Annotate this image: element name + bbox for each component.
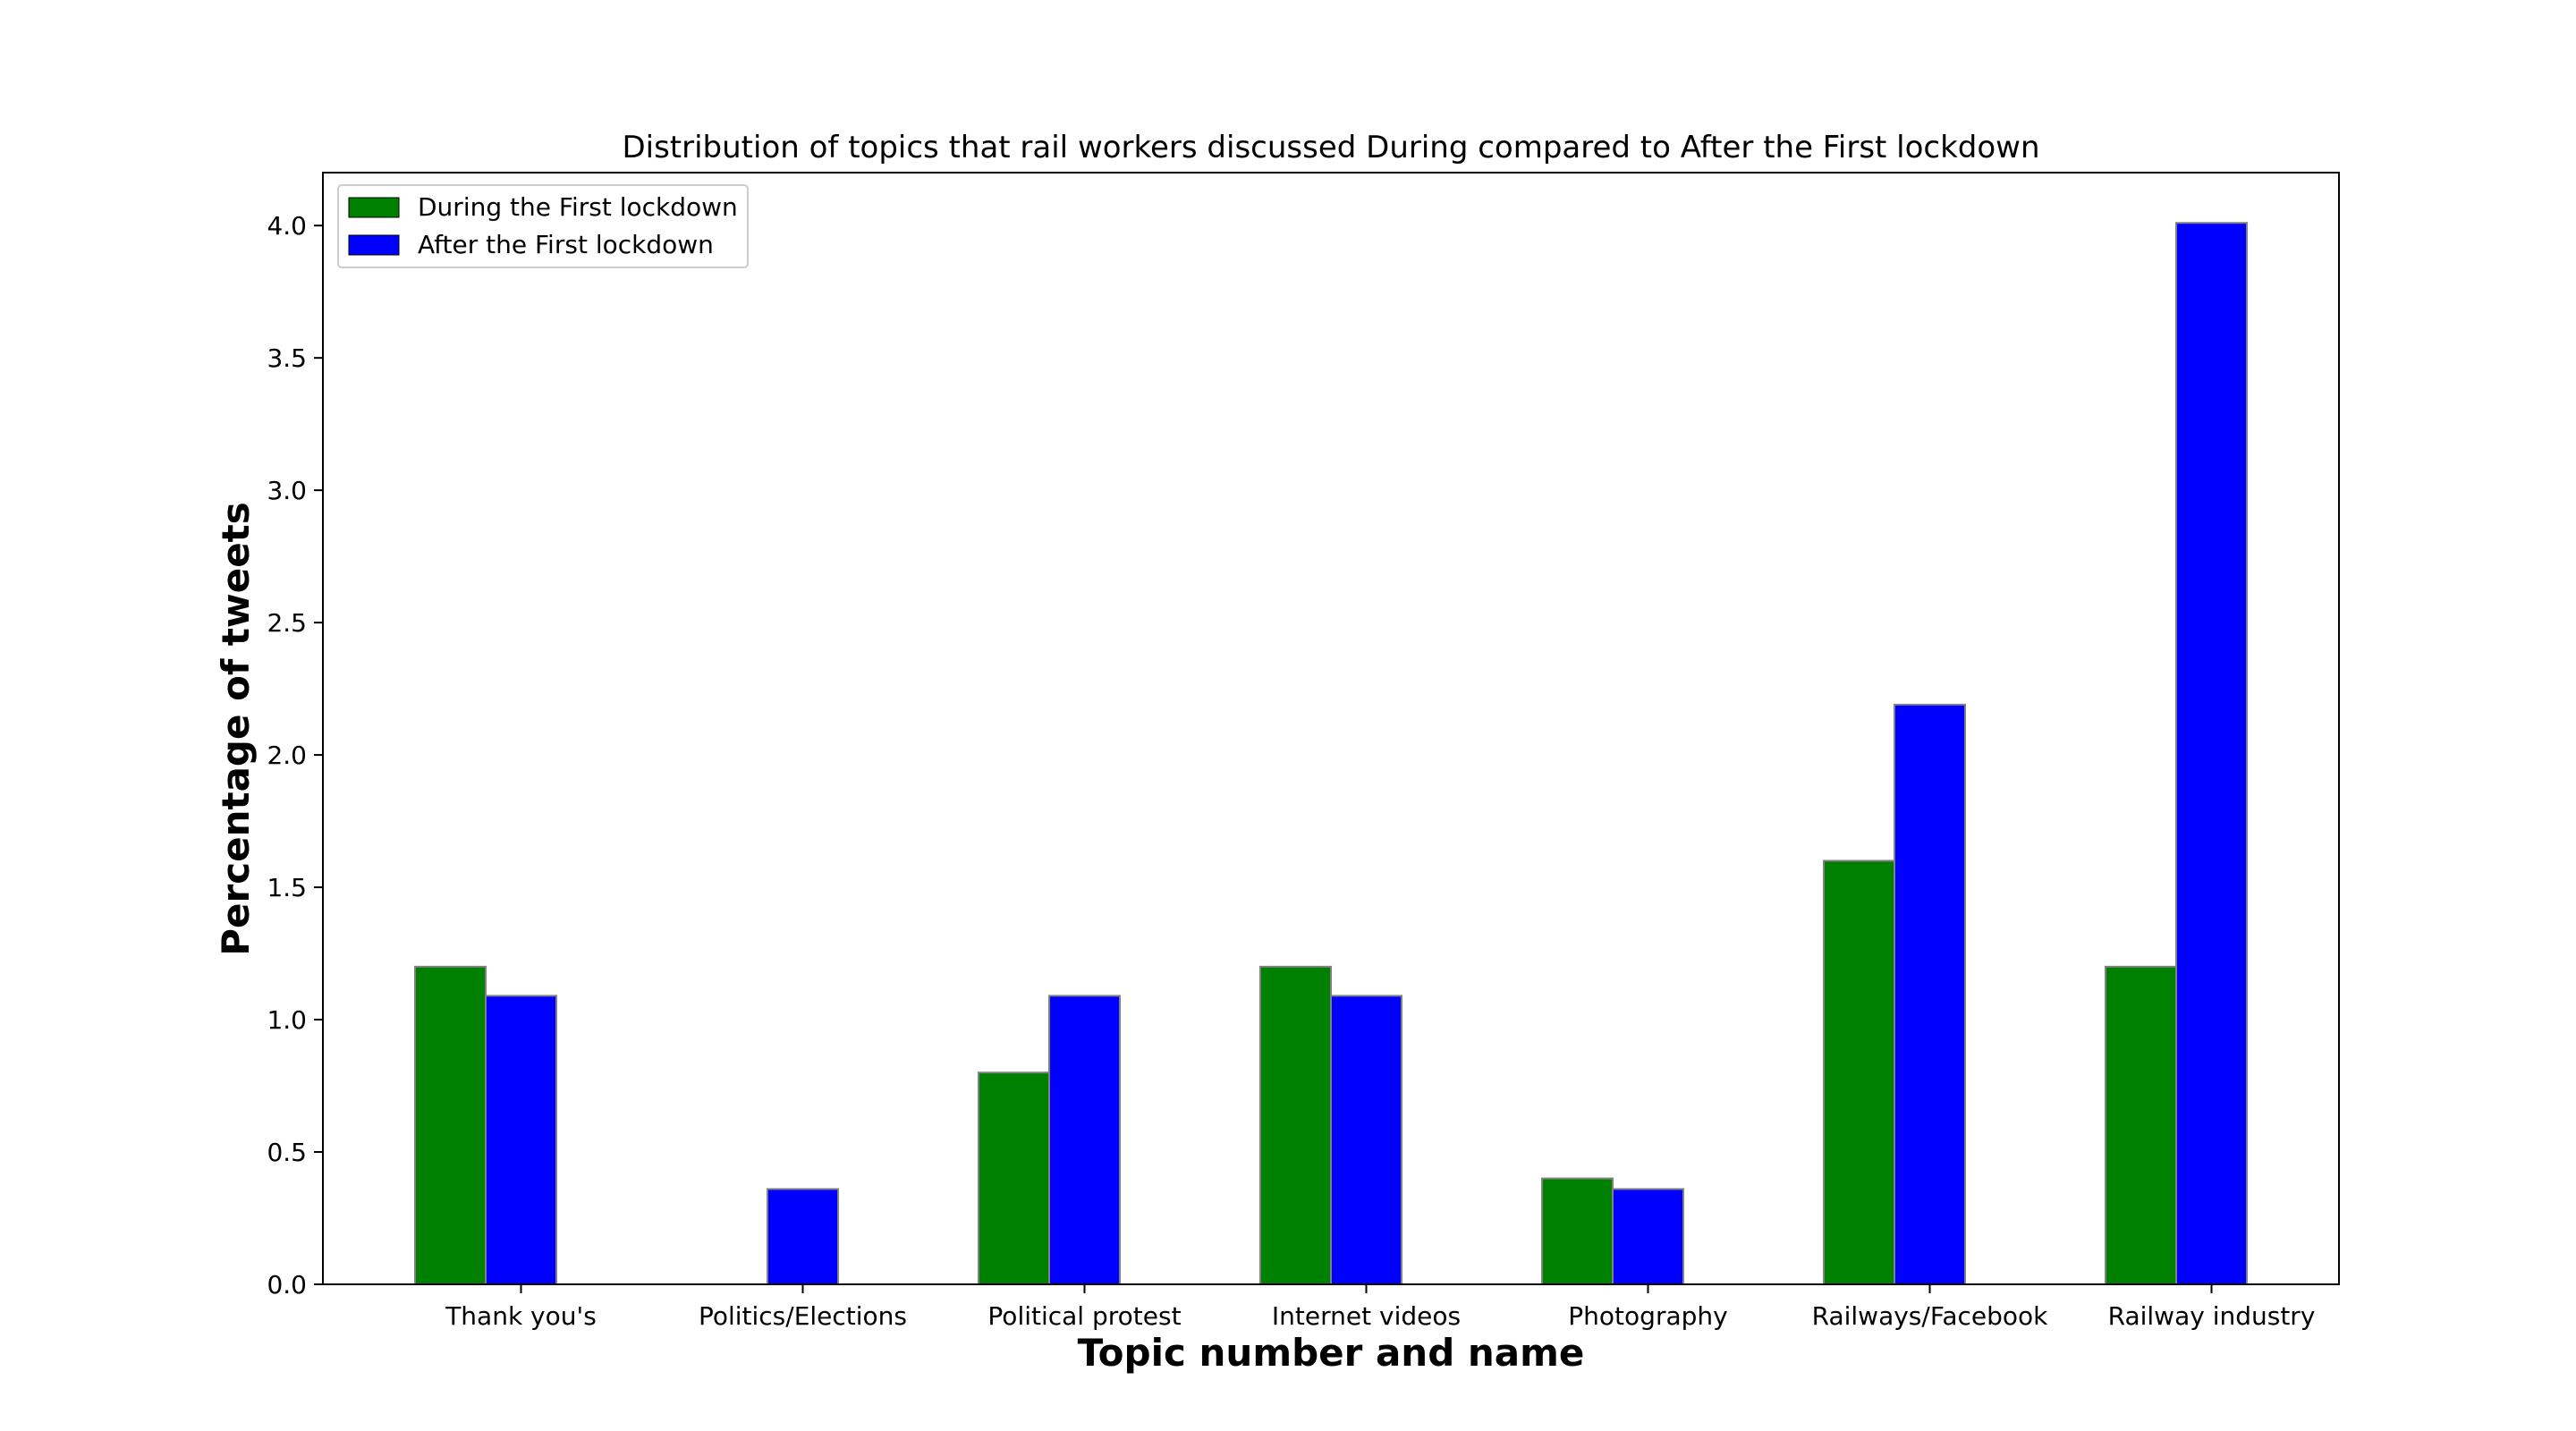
bar-after-6 (2175, 222, 2248, 1285)
legend: During the First lockdown After the Firs… (337, 184, 749, 268)
bar-after-4 (1612, 1188, 1684, 1286)
y-axis-label: Percentage of tweets (214, 502, 258, 956)
y-tick-label-2: 1.0 (267, 1005, 307, 1035)
x-tick-label-4: Photography (1568, 1301, 1727, 1331)
x-tick-label-0: Thank you's (445, 1301, 597, 1331)
bar-during-4 (1541, 1177, 1614, 1285)
y-tick-label-6: 3.0 (267, 476, 307, 505)
legend-swatch-after (348, 234, 400, 256)
legend-label-after: After the First lockdown (418, 230, 714, 259)
y-tick-label-7: 3.5 (267, 343, 307, 373)
x-tick-label-5: Railways/Facebook (1812, 1301, 2049, 1331)
bar-after-1 (767, 1188, 839, 1286)
x-tick-label-6: Railway industry (2108, 1301, 2316, 1331)
y-tick-label-8: 4.0 (267, 211, 307, 241)
y-tick-label-1: 0.5 (267, 1138, 307, 1167)
plot-frame (322, 172, 2340, 1285)
y-tick-label-0: 0.0 (267, 1270, 307, 1300)
y-tick-label-5: 2.5 (267, 608, 307, 638)
legend-label-during: During the First lockdown (418, 192, 738, 222)
bar-during-5 (1823, 859, 1895, 1285)
bar-after-0 (485, 995, 557, 1285)
chart-title: Distribution of topics that rail workers… (622, 130, 2039, 165)
legend-box (337, 184, 749, 268)
legend-swatch-during (348, 197, 400, 218)
y-tick-label-4: 2.0 (267, 741, 307, 770)
bar-after-2 (1048, 995, 1121, 1285)
bar-after-3 (1330, 995, 1402, 1285)
y-tick-label-3: 1.5 (267, 873, 307, 902)
bars-group (414, 222, 2248, 1286)
bar-during-3 (1259, 965, 1332, 1286)
x-axis-label: Topic number and name (1078, 1331, 1585, 1375)
x-tick-label-1: Politics/Elections (699, 1301, 907, 1331)
bar-during-6 (2105, 965, 2177, 1286)
bar-during-2 (978, 1071, 1050, 1285)
ticks-group: 0.0 0.5 1.0 1.5 2.0 2.5 3.0 3.5 4.0 Thank you's Po… (267, 211, 2315, 1331)
x-tick-label-3: Internet videos (1272, 1301, 1461, 1331)
bar-during-0 (414, 965, 487, 1286)
bar-after-5 (1894, 703, 1966, 1285)
x-tick-label-2: Political protest (987, 1301, 1181, 1331)
